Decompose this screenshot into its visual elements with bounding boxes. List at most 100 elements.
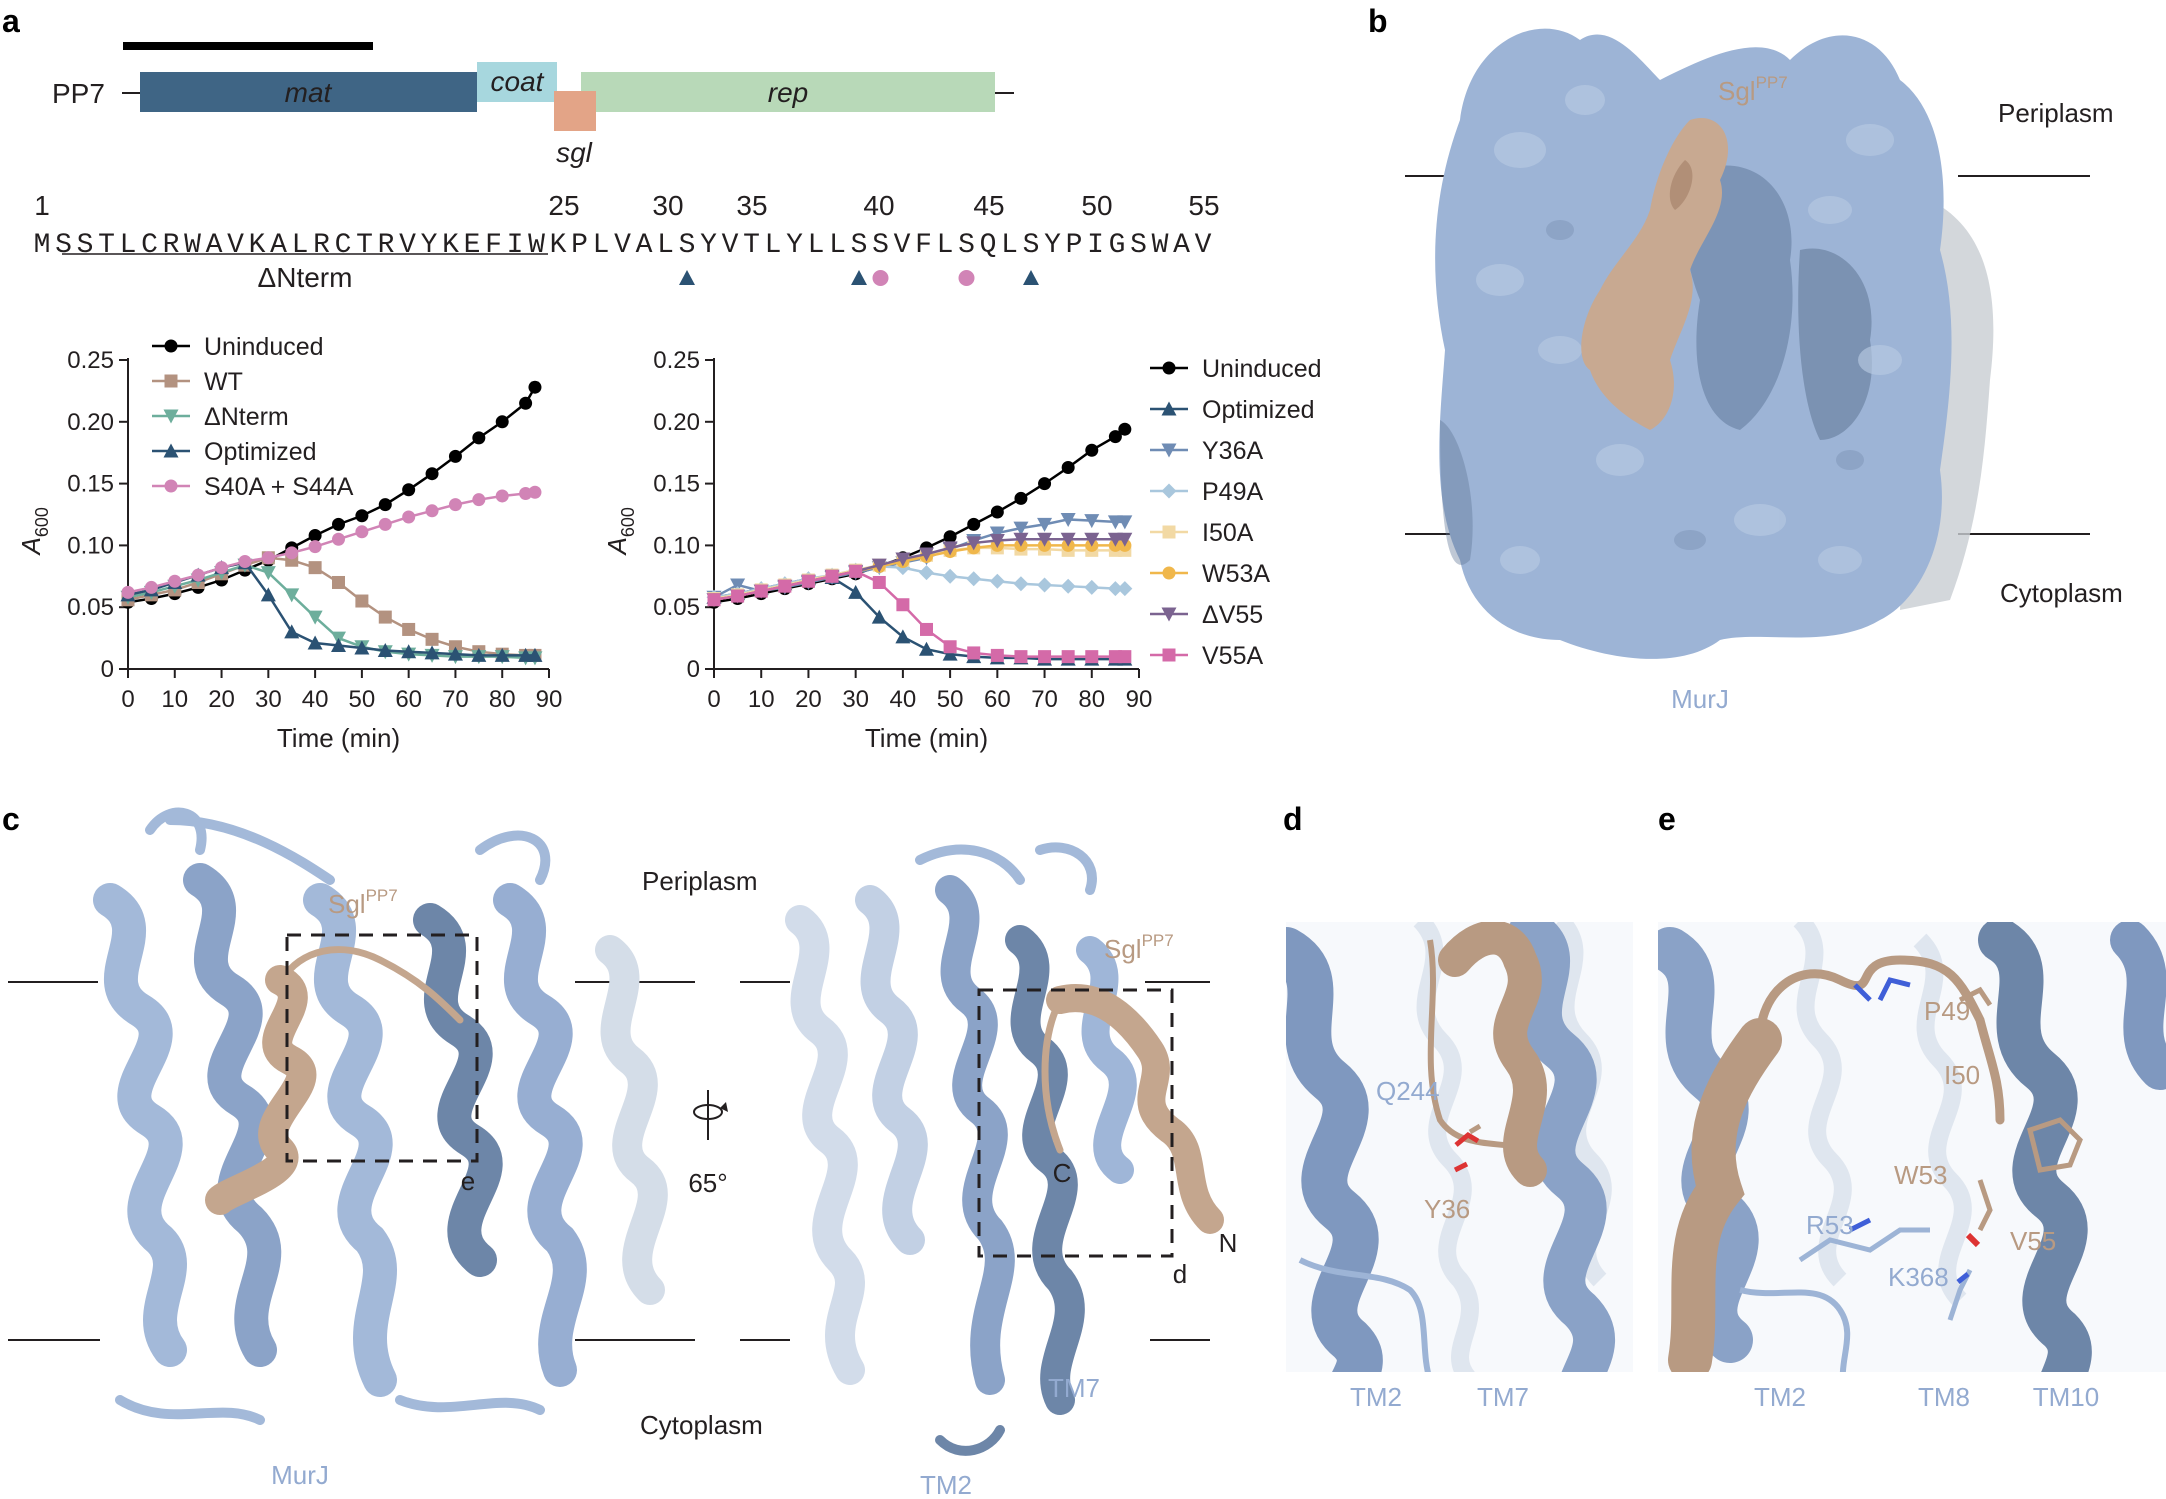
growth-chart-left: 0 10 20 30 40 50 60 70 80 90 0 0.05 0.10 0.15 0.20 0.25…	[16, 333, 562, 753]
data-point	[778, 579, 792, 593]
x-tick-label: 50	[937, 686, 964, 713]
data-point	[1014, 650, 1028, 664]
data-point	[1061, 650, 1075, 664]
residue-50: I	[1087, 230, 1104, 261]
n-terminus-label: N	[1219, 1228, 1238, 1258]
data-point	[332, 532, 345, 546]
legend-marker	[164, 339, 178, 353]
x-tick-label: 90	[1126, 686, 1153, 713]
data-point	[528, 380, 542, 394]
data-point	[355, 594, 369, 608]
series-P49A	[706, 558, 1133, 605]
residue-43: L	[937, 230, 954, 261]
x-tick-label: 60	[984, 686, 1011, 713]
data-point	[989, 533, 1005, 548]
series-line	[127, 556, 535, 657]
data-point	[871, 609, 887, 624]
tm2-label-e: TM2	[1754, 1382, 1806, 1412]
x-tick-label: 30	[842, 686, 869, 713]
data-point	[519, 396, 533, 410]
data-point	[1084, 532, 1100, 547]
data-point	[528, 485, 542, 499]
data-point	[425, 467, 439, 481]
data-point	[848, 584, 864, 599]
circle-marker-40	[872, 270, 889, 286]
residue-44: S	[958, 230, 975, 261]
gene-rep	[581, 72, 995, 112]
x-axis-title: Time (min)	[277, 723, 400, 753]
legend-label: ΔNterm	[204, 403, 289, 431]
series-V55A	[707, 564, 1132, 664]
periplasm-label-c: Periplasm	[642, 866, 758, 896]
residue-28: V	[614, 230, 631, 261]
residue-7: R	[163, 230, 180, 261]
phage-label: PP7	[52, 78, 105, 109]
y-tick-label: 0.25	[653, 347, 700, 374]
data-point	[1107, 515, 1123, 530]
tm7-label-c: TM7	[1048, 1373, 1100, 1403]
residue-21: E	[464, 230, 481, 261]
residue-46: L	[1001, 230, 1018, 261]
data-point	[307, 635, 323, 650]
zoom-box-d-label: d	[1173, 1259, 1187, 1289]
data-point	[1108, 430, 1122, 444]
data-point	[1037, 577, 1053, 593]
data-point	[378, 610, 392, 624]
sgl-ribbon-label-left: SglPP7	[328, 886, 398, 919]
data-point	[1084, 514, 1100, 529]
residue-39: S	[851, 230, 868, 261]
sgl-ribbon-label-right: SglPP7	[1104, 931, 1174, 964]
legend-label: Optimized	[1202, 396, 1315, 424]
data-point	[754, 584, 768, 598]
scale-bar	[123, 42, 373, 50]
data-point	[331, 638, 346, 653]
residue-36: Y	[786, 230, 803, 261]
residue-24: W	[528, 230, 545, 261]
gene-sgl-label: sgl	[556, 137, 593, 168]
rotation-icon	[693, 1090, 728, 1140]
data-point	[989, 573, 1005, 589]
legend-label: W53A	[1202, 560, 1270, 588]
residue-25: K	[550, 230, 567, 261]
data-point	[308, 561, 322, 575]
legend-label: S40A + S44A	[204, 473, 354, 501]
residue-26: P	[571, 230, 588, 261]
data-point	[495, 415, 509, 429]
cytoplasm-label-b: Cytoplasm	[2000, 578, 2123, 608]
data-point	[730, 578, 746, 593]
panel-letter-c: c	[2, 801, 20, 837]
deletion-label: ΔNterm	[258, 262, 353, 293]
panel-letter-d: d	[1283, 801, 1303, 837]
legend-marker	[1161, 607, 1177, 622]
residue-20: K	[442, 230, 459, 261]
y-tick-label: 0.25	[67, 347, 114, 374]
c-terminus-label: C	[1053, 1158, 1072, 1188]
data-point	[332, 575, 345, 589]
ribbon-structure-c: e SglPP7 Periplasm Cytoplasm MurJ 65° d …	[8, 807, 1238, 1499]
genome-map: PP7 mat coat rep sgl	[52, 42, 1014, 168]
residue-51: G	[1109, 230, 1126, 261]
data-point	[332, 517, 345, 531]
data-point	[527, 647, 543, 662]
legend-marker	[1162, 566, 1176, 580]
legend-label: ΔV55	[1202, 601, 1263, 629]
data-point	[872, 575, 886, 589]
data-point	[191, 568, 205, 582]
residue-19: Y	[421, 230, 438, 261]
data-point	[168, 574, 182, 588]
residue-3: S	[77, 230, 94, 261]
data-point	[1060, 512, 1076, 527]
y-tick-label: 0	[687, 656, 700, 683]
residue-6: C	[141, 230, 158, 261]
w53-label: W53	[1894, 1160, 1947, 1190]
seq-pos-25: 25	[548, 190, 579, 221]
legend-marker	[163, 409, 179, 424]
data-point	[967, 517, 981, 531]
k368-label: K368	[1888, 1262, 1949, 1292]
data-point	[990, 648, 1004, 662]
residue-23: I	[507, 230, 524, 261]
q244-label: Q244	[1376, 1076, 1440, 1106]
data-point	[943, 530, 957, 544]
zoom-panel-d: Q244 Y36 TM2 TM7	[1286, 922, 1633, 1412]
